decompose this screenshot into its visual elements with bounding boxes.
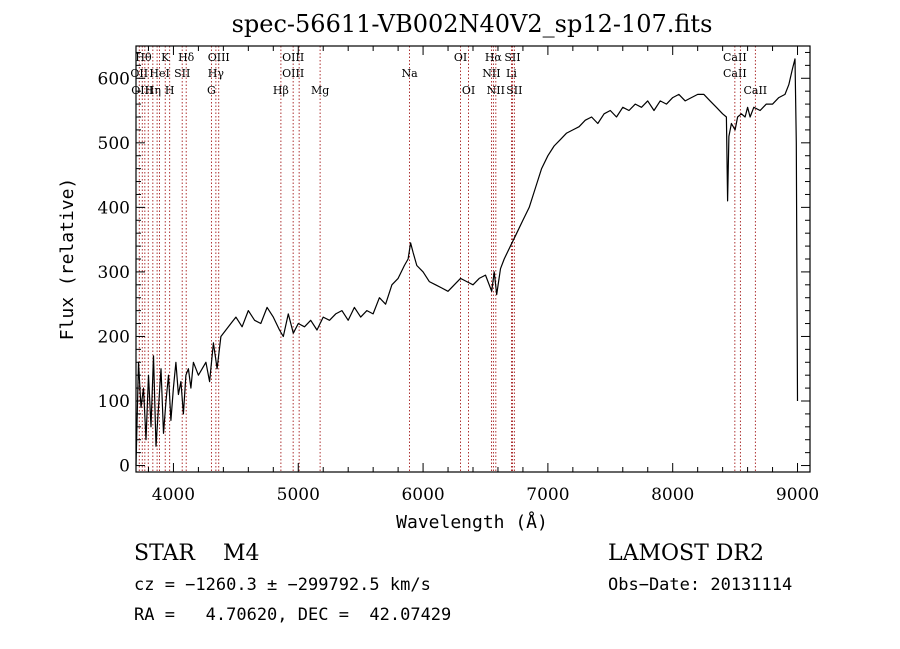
spectral-line-label: OII bbox=[130, 67, 148, 80]
y-tick-label: 400 bbox=[98, 198, 130, 218]
plot-frame bbox=[135, 45, 811, 473]
survey-name: LAMOST DR2 bbox=[608, 541, 764, 566]
spectral-line-label: OIII bbox=[131, 84, 153, 97]
spectrum-line bbox=[135, 58, 799, 466]
spectral-line-label: Na bbox=[402, 67, 419, 80]
spectral-line-label: OIII bbox=[282, 51, 304, 64]
spectral-line-label: H bbox=[165, 84, 175, 97]
chart-title: spec-56611-VB002N40V2_sp12-107.fits bbox=[232, 10, 713, 38]
spectral-line-label: OIII bbox=[282, 67, 304, 80]
spectral-line-label: OIII bbox=[208, 51, 230, 64]
spectral-line-label: Mg bbox=[311, 84, 329, 97]
spectral-line-label: K bbox=[161, 51, 170, 64]
obs-date-text: Obs−Date: 20131114 bbox=[608, 575, 792, 595]
y-axis-label: Flux (relative) bbox=[57, 178, 78, 341]
spectral-line-label: Li bbox=[506, 67, 517, 80]
spectral-line-label: Hδ bbox=[178, 51, 195, 64]
spectral-line-label: CaII bbox=[743, 84, 767, 97]
spectral-line-label: Hθ bbox=[135, 51, 152, 64]
x-axis: 4000 5000 6000 7000 8000 9000 bbox=[147, 46, 819, 505]
x-tick-label: 9000 bbox=[776, 485, 819, 505]
y-tick-label: 0 bbox=[119, 457, 130, 477]
x-axis-label: Wavelength (Å) bbox=[396, 511, 548, 533]
spectral-line-label: SII bbox=[506, 84, 522, 97]
spectral-line-label: HeI bbox=[149, 67, 169, 80]
spectral-line-label: CaII bbox=[723, 51, 747, 64]
y-tick-label: 300 bbox=[98, 263, 130, 283]
x-tick-label: 4000 bbox=[152, 485, 195, 505]
y-tick-label: 100 bbox=[98, 392, 130, 412]
y-axis: 0 100 200 300 400 500 600 bbox=[98, 51, 810, 477]
y-tick-label: 500 bbox=[98, 134, 130, 154]
spectral-line-label: Hβ bbox=[273, 84, 289, 97]
spectral-line-label: Hη bbox=[145, 84, 161, 97]
spectral-line-label: NII bbox=[487, 84, 505, 97]
coordinates-text: RA = 4.70620, DEC = 42.07429 bbox=[134, 605, 451, 625]
spectral-line-label: Hγ bbox=[208, 67, 225, 80]
x-tick-label: 8000 bbox=[651, 485, 694, 505]
spectral-line-label: SII bbox=[174, 67, 190, 80]
x-tick-label: 7000 bbox=[526, 485, 569, 505]
spectral-line-label: OI bbox=[462, 84, 475, 97]
y-tick-label: 200 bbox=[98, 327, 130, 347]
spectral-line-label: G bbox=[207, 84, 216, 97]
redshift-text: cz = −1260.3 ± −299792.5 km/s bbox=[134, 575, 431, 595]
x-tick-label: 5000 bbox=[277, 485, 320, 505]
spectral-line-label: CaII bbox=[723, 67, 747, 80]
spectral-line-label: OI bbox=[454, 51, 467, 64]
x-tick-label: 6000 bbox=[401, 485, 444, 505]
y-tick-label: 600 bbox=[98, 69, 130, 89]
classification-text: STAR M4 bbox=[134, 541, 260, 566]
spectral-line-label: NII bbox=[482, 67, 500, 80]
spectral-line-label: Hα bbox=[485, 51, 503, 64]
spectral-line-label: SII bbox=[504, 51, 520, 64]
